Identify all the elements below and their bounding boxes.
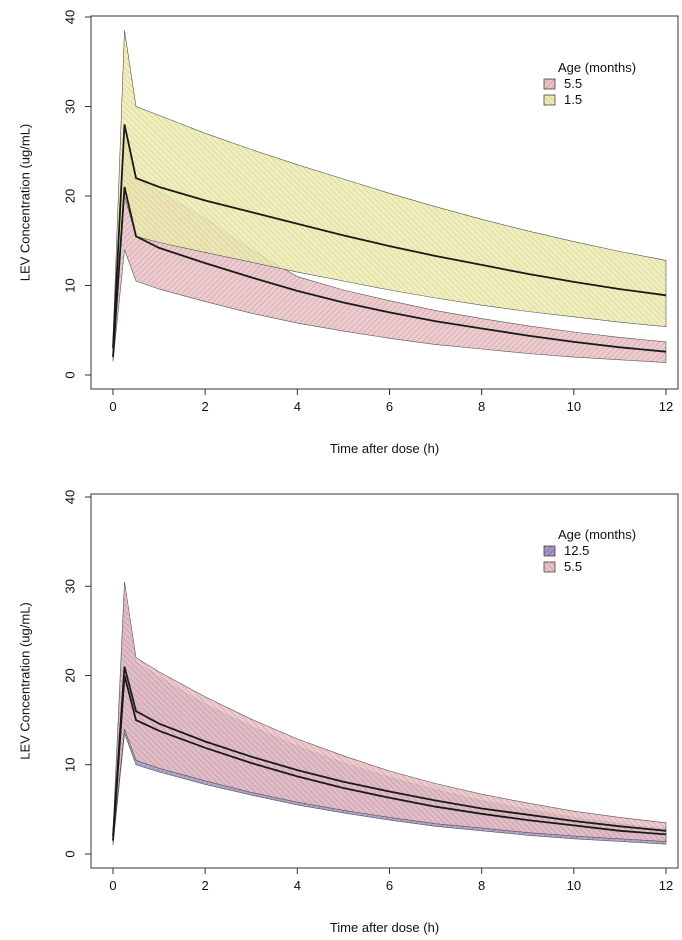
y-axis-title: LEV Concentration (ug/mL) [17, 602, 32, 760]
legend-label: 5.5 [564, 559, 582, 574]
legend: Age (months)5.51.5 [543, 60, 636, 107]
y-tick-label: 0 [62, 371, 77, 378]
x-axis-title: Time after dose (h) [330, 920, 439, 935]
legend-label: 12.5 [564, 543, 589, 558]
x-tick-label: 6 [386, 399, 393, 414]
x-tick-label: 4 [294, 878, 301, 893]
y-tick-label: 20 [62, 668, 77, 682]
y-tick-label: 30 [62, 579, 77, 593]
y-tick-label: 10 [62, 758, 77, 772]
plot-frame [90, 493, 679, 869]
legend-swatch-12-5 [543, 545, 556, 557]
legend-swatch-1-5 [543, 94, 556, 106]
x-tick-label: 10 [567, 878, 581, 893]
legend-title: Age (months) [558, 60, 636, 75]
band-5-5 [112, 581, 667, 842]
legend-title: Age (months) [558, 527, 636, 542]
legend-label: 5.5 [564, 76, 582, 91]
median-line-5-5 [112, 666, 667, 837]
x-tick-label: 2 [202, 399, 209, 414]
plot-frame [90, 15, 679, 390]
y-tick-label: 10 [62, 278, 77, 292]
x-tick-label: 12 [659, 399, 673, 414]
y-tick-label: 30 [62, 99, 77, 113]
y-tick-label: 20 [62, 189, 77, 203]
median-line-5-5 [112, 186, 667, 358]
x-axis-title: Time after dose (h) [330, 441, 439, 456]
x-tick-label: 10 [567, 399, 581, 414]
x-tick-label: 8 [478, 399, 485, 414]
x-tick-label: 8 [478, 878, 485, 893]
legend: Age (months)12.55.5 [543, 527, 636, 574]
x-tick-label: 4 [294, 399, 301, 414]
x-tick-label: 6 [386, 878, 393, 893]
y-tick-label: 40 [62, 10, 77, 24]
legend-swatch-5-5 [543, 561, 556, 573]
band-1-5 [112, 30, 667, 358]
y-axis-title: LEV Concentration (ug/mL) [17, 124, 32, 282]
y-tick-label: 0 [62, 850, 77, 857]
bottom-panel: 0 2 4 6 8 10 12 0 10 20 30 40 Time after dose (h) LEV… [17, 490, 679, 935]
y-tick-label: 40 [62, 490, 77, 504]
legend-label: 1.5 [564, 92, 582, 107]
x-tick-label: 0 [109, 878, 116, 893]
x-tick-label: 0 [109, 399, 116, 414]
legend-swatch-5-5 [543, 78, 556, 90]
top-panel: 0 2 4 6 8 10 12 0 10 20 30 40 Time after dose (h) LEV… [17, 10, 679, 456]
median-line-12-5 [112, 675, 667, 841]
median-line-1-5 [112, 124, 667, 349]
x-tick-label: 12 [659, 878, 673, 893]
x-tick-label: 2 [202, 878, 209, 893]
